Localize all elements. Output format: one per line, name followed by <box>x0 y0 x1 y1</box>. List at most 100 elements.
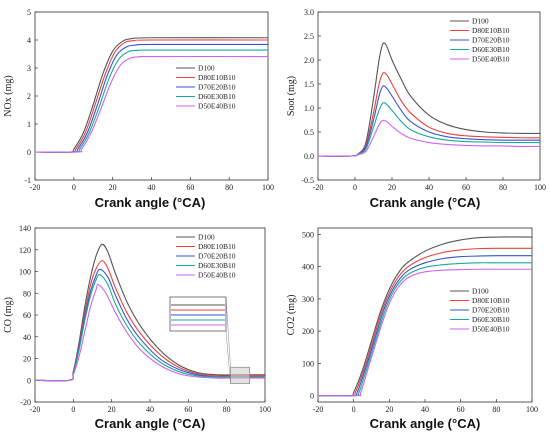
x-tick-label: 80 <box>499 183 507 192</box>
y-tick-label: 60 <box>23 311 31 320</box>
y-tick-label: 120 <box>19 246 31 255</box>
y-tick-label: 80 <box>23 289 31 298</box>
x-tick-label: 60 <box>457 405 465 414</box>
x-tick-label: 40 <box>425 183 433 192</box>
series-line-d100 <box>35 37 268 153</box>
y-tick-label: 0.5 <box>304 128 314 137</box>
soot-y-axis-label: Soot (mg) <box>286 76 297 116</box>
co2-x-axis-label: Crank angle (°CA) <box>370 416 481 431</box>
y-tick-label: 0 <box>27 148 31 157</box>
zoom-inset <box>169 296 227 332</box>
soot-series-group <box>318 42 540 157</box>
legend-label: D100 <box>472 17 489 26</box>
series-line-d50e40b10 <box>35 283 265 382</box>
x-tick-label: 100 <box>534 183 546 192</box>
x-tick-label: 20 <box>388 183 396 192</box>
legend-label: D60E30B10 <box>198 92 236 101</box>
legend-label: D60E30B10 <box>472 45 510 54</box>
series-line-d100 <box>318 42 540 157</box>
y-tick-label: 300 <box>302 295 314 304</box>
x-tick-label: 80 <box>225 183 233 192</box>
x-tick-label: 20 <box>109 183 117 192</box>
series-line-d100 <box>35 243 265 382</box>
nox-y-axis-label: NOx (mg) <box>3 75 14 116</box>
y-tick-label: 20 <box>23 355 31 364</box>
y-tick-label: -1 <box>24 176 31 185</box>
y-tick-label: 0 <box>310 392 314 401</box>
x-tick-label: 60 <box>462 183 470 192</box>
x-tick-label: 0 <box>353 183 357 192</box>
legend-label: D60E30B10 <box>472 315 510 324</box>
series-line-d80e10b10 <box>318 72 540 157</box>
x-tick-label: 0 <box>71 405 75 414</box>
co-x-axis-label: Crank angle (°CA) <box>95 416 206 431</box>
soot-x-axis-label: Crank angle (°CA) <box>370 195 481 210</box>
series-line-d70e20b10 <box>318 85 540 157</box>
nox-chart-panel: -20 0 20 40 60 80 100 -1 0 1 2 3 4 5 NOx (mg) Crank ang… <box>3 8 274 210</box>
series-line-d60e30b10 <box>35 273 265 382</box>
legend-label: D80E10B10 <box>472 296 510 305</box>
x-tick-label: 0 <box>72 183 76 192</box>
y-tick-label: 3 <box>27 64 31 73</box>
soot-chart-panel: -20 0 20 40 60 80 100 -0.5 0.0 0.5 1.0 1.5 2.0 2.5 3.0… <box>286 8 546 210</box>
nox-x-axis-label: Crank angle (°CA) <box>95 195 206 210</box>
x-tick-label: 100 <box>526 405 538 414</box>
legend-label: D80E10B10 <box>198 73 236 82</box>
y-tick-label: 100 <box>302 359 314 368</box>
legend-label: D100 <box>198 64 215 73</box>
co-chart-panel: -20 0 20 40 60 80 100 -20 0 20 40 60 80 100 120 140 CO (… <box>3 224 271 431</box>
x-tick-label: 0 <box>352 405 356 414</box>
series-line-d80e10b10 <box>35 39 268 153</box>
series-line-d80e10b10 <box>318 247 532 397</box>
x-tick-label: 40 <box>146 405 154 414</box>
y-tick-label: 2.5 <box>304 32 314 41</box>
x-tick-label: 20 <box>108 405 116 414</box>
series-line-d60e30b10 <box>318 102 540 157</box>
x-tick-label: -20 <box>30 405 41 414</box>
y-tick-label: 1.0 <box>304 104 314 113</box>
legend-label: D70E20B10 <box>472 36 510 45</box>
series-line-d60e30b10 <box>318 262 532 397</box>
y-tick-label: 1.5 <box>304 80 314 89</box>
legend-label: D100 <box>472 287 489 296</box>
y-tick-label: 5 <box>27 8 31 17</box>
legend-label: D70E20B10 <box>198 83 236 92</box>
series-line-d70e20b10 <box>318 255 532 397</box>
y-tick-label: 2.0 <box>304 56 314 65</box>
x-tick-label: 100 <box>262 183 274 192</box>
series-line-d70e20b10 <box>35 43 268 153</box>
y-tick-label: 1 <box>27 120 31 129</box>
series-line-d100 <box>318 236 532 397</box>
co2-y-axis-label: CO2 (mg) <box>286 295 297 336</box>
y-tick-label: 400 <box>302 263 314 272</box>
y-tick-label: -20 <box>20 398 31 407</box>
y-tick-label: 4 <box>27 36 31 45</box>
series-line-d50e40b10 <box>318 268 532 397</box>
y-tick-label: 2 <box>27 92 31 101</box>
legend-label: D100 <box>198 233 215 242</box>
x-tick-label: 20 <box>385 405 393 414</box>
y-tick-label: 200 <box>302 327 314 336</box>
x-tick-label: -20 <box>30 183 41 192</box>
legend-label: D50E40B10 <box>198 271 236 280</box>
x-tick-label: 60 <box>186 183 194 192</box>
y-tick-label: 0.0 <box>304 152 314 161</box>
y-tick-label: 500 <box>302 230 314 239</box>
y-tick-label: 140 <box>19 224 31 233</box>
y-tick-label: 100 <box>19 268 31 277</box>
zoom-region-box <box>230 366 250 384</box>
co-y-axis-label: CO (mg) <box>3 297 14 333</box>
legend-label: D50E40B10 <box>472 55 510 64</box>
legend-label: D60E30B10 <box>198 261 236 270</box>
legend-label: D50E40B10 <box>472 325 510 334</box>
co2-series-group <box>318 236 532 397</box>
x-tick-label: 40 <box>421 405 429 414</box>
x-tick-label: 40 <box>148 183 156 192</box>
nox-series-group <box>35 37 268 153</box>
legend-label: D50E40B10 <box>198 102 236 111</box>
co2-chart-panel: -20 0 20 40 60 80 100 0 100 200 300 400 500 CO2 (mg) C… <box>286 227 538 431</box>
x-tick-label: 80 <box>223 405 231 414</box>
zoom-connector-line <box>225 330 231 384</box>
co-series-group <box>35 243 265 382</box>
